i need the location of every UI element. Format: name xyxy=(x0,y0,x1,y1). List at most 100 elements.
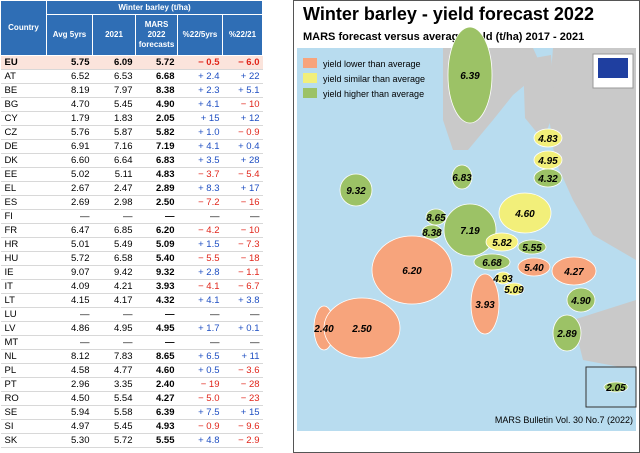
table-cell: − 7.2 xyxy=(177,195,223,210)
table-cell: 5.87 xyxy=(92,125,136,140)
table-cell: 5.02 xyxy=(46,167,93,182)
table-cell: 6.85 xyxy=(92,223,136,238)
table-row: MT — — — — — xyxy=(0,335,263,350)
table-cell: 6.39 xyxy=(135,405,178,420)
table-row: HR 5.01 5.49 5.09 + 1.5− 7.3 xyxy=(0,237,263,252)
table-cell: + 22 xyxy=(222,69,263,84)
table-cell: − 5.5 xyxy=(177,251,223,266)
country-shape xyxy=(421,224,443,240)
table-cell: 6.09 xyxy=(92,55,136,70)
table-row: HU 5.72 6.58 5.40− 5.5− 18 xyxy=(0,251,263,266)
map-footer: MARS Bulletin Vol. 30 No.7 (2022) xyxy=(495,415,633,425)
country-label: 6.39 xyxy=(460,71,480,82)
table-cell: + 17 xyxy=(222,181,263,196)
table-row: DK 6.60 6.64 6.83 + 3.5 + 28 xyxy=(0,153,263,168)
country-label: 9.32 xyxy=(346,186,366,197)
table-cell: — xyxy=(177,307,223,322)
table-cell: + 3.8 xyxy=(222,293,263,308)
country-label: 7.19 xyxy=(460,226,480,237)
table-cell: 4.86 xyxy=(46,321,93,336)
table-cell: − 6.0 xyxy=(222,55,263,70)
table-cell: ES xyxy=(0,195,47,210)
table-cell: 9.42 xyxy=(92,265,136,280)
table-cell: 2.47 xyxy=(92,181,136,196)
table-cell: 4.09 xyxy=(46,279,93,294)
legend-swatch xyxy=(303,73,317,83)
table-cell: — xyxy=(135,335,178,350)
table-cell: 6.60 xyxy=(46,153,93,168)
table-cell: 4.83 xyxy=(135,167,178,182)
country-label: 3.93 xyxy=(475,300,495,311)
table-row: BG 4.70 5.45 4.90 + 4.1− 10 xyxy=(0,97,263,112)
table-cell: + 1.7 xyxy=(177,321,223,336)
table-cell: + 2.3 xyxy=(177,83,223,98)
table-cell: + 15 xyxy=(177,111,223,126)
table-cell: 7.83 xyxy=(92,349,136,364)
table-cell: LT xyxy=(0,293,47,308)
table-cell: + 6.5 xyxy=(177,349,223,364)
table-cell: 8.65 xyxy=(135,349,178,364)
table-cell: − 16 xyxy=(222,195,263,210)
table-cell: 5.45 xyxy=(92,97,136,112)
table-cell: + 1.5 xyxy=(177,237,223,252)
table-cell: PT xyxy=(0,377,47,392)
table-cell: 5.49 xyxy=(92,237,136,252)
table-cell: 2.69 xyxy=(46,195,93,210)
table-cell: — xyxy=(222,209,263,224)
country-label: 6.20 xyxy=(402,266,422,277)
country-shape xyxy=(473,253,511,271)
country-label: 5.40 xyxy=(524,263,544,274)
table-cell: − 1.1 xyxy=(222,265,263,280)
table-row: EU 5.75 6.09 5.72− 0.5− 6.0 xyxy=(0,55,263,70)
legend-swatch xyxy=(303,88,317,98)
table-cell: + 4.1 xyxy=(177,293,223,308)
table-row: DE 6.91 7.16 7.19 + 4.1 + 0.4 xyxy=(0,139,263,154)
table-cell: SI xyxy=(0,419,47,434)
table-cell: − 4.1 xyxy=(177,279,223,294)
country-shape xyxy=(533,128,563,148)
legend-swatch xyxy=(303,58,317,68)
legend-label: yield lower than average xyxy=(323,59,421,69)
table-cell: − 3.7 xyxy=(177,167,223,182)
table-cell: 5.94 xyxy=(46,405,93,420)
legend-label: yield higher than average xyxy=(323,89,424,99)
table-cell: DK xyxy=(0,153,47,168)
table-cell: RO xyxy=(0,391,47,406)
table-cell: − 19 xyxy=(177,377,223,392)
table-cell: + 11 xyxy=(222,349,263,364)
table-cell: 6.83 xyxy=(135,153,178,168)
country-shape xyxy=(447,26,493,124)
table-cell: − 18 xyxy=(222,251,263,266)
country-label: 4.90 xyxy=(570,296,591,307)
table-cell: 8.38 xyxy=(135,83,178,98)
map-subtitle: MARS forecast versus average yield (t/ha… xyxy=(303,31,584,43)
table-cell: EL xyxy=(0,181,47,196)
table-cell: − 5.0 xyxy=(177,391,223,406)
country-label: 4.27 xyxy=(563,267,584,278)
table-cell: 2.05 xyxy=(135,111,178,126)
table-cell: LU xyxy=(0,307,47,322)
country-shape xyxy=(603,381,629,393)
table-cell: 1.79 xyxy=(46,111,93,126)
table-cell: + 4.8 xyxy=(177,433,223,448)
table-cell: 7.97 xyxy=(92,83,136,98)
table-cell: 6.68 xyxy=(135,69,178,84)
table-cell: FR xyxy=(0,223,47,238)
table-cell: — xyxy=(135,307,178,322)
table-cell: IT xyxy=(0,279,47,294)
table-cell: 4.70 xyxy=(46,97,93,112)
table-cell: — xyxy=(222,335,263,350)
table-cell: 8.19 xyxy=(46,83,93,98)
table-cell: + 2.4 xyxy=(177,69,223,84)
table-cell: 7.19 xyxy=(135,139,178,154)
table-cell: — xyxy=(177,335,223,350)
country-label: 4.32 xyxy=(537,174,558,185)
table-cell: 4.90 xyxy=(135,97,178,112)
table-row: IT 4.09 4.21 3.93− 4.1− 6.7 xyxy=(0,279,263,294)
country-label: 4.95 xyxy=(537,156,558,167)
table-cell: 2.67 xyxy=(46,181,93,196)
land xyxy=(573,300,636,370)
table-cell: BE xyxy=(0,83,47,98)
table-cell: + 15 xyxy=(222,405,263,420)
table-cell: 4.50 xyxy=(46,391,93,406)
